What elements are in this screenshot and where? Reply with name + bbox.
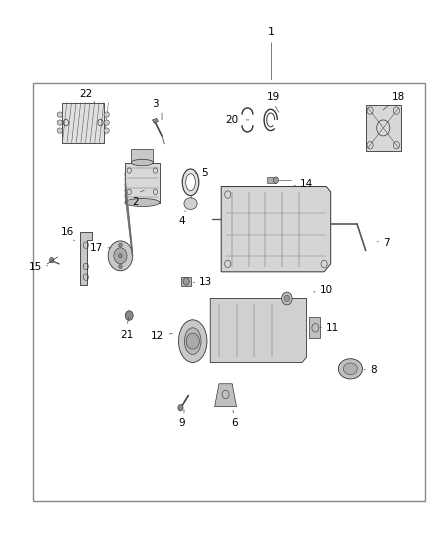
Polygon shape	[309, 317, 320, 338]
Circle shape	[49, 257, 54, 263]
Text: 14: 14	[300, 179, 313, 189]
Text: 9: 9	[178, 418, 185, 429]
Circle shape	[125, 311, 133, 320]
Circle shape	[108, 241, 133, 271]
Text: 20: 20	[226, 115, 239, 125]
Text: 2: 2	[132, 197, 139, 207]
Polygon shape	[152, 118, 159, 123]
Ellipse shape	[184, 328, 201, 354]
Ellipse shape	[131, 159, 153, 166]
Text: 5: 5	[201, 168, 208, 178]
Polygon shape	[267, 177, 276, 183]
Polygon shape	[63, 102, 104, 142]
Text: 13: 13	[199, 278, 212, 287]
Polygon shape	[215, 384, 237, 407]
Text: 10: 10	[320, 286, 333, 295]
Ellipse shape	[178, 320, 207, 362]
Circle shape	[273, 177, 279, 183]
Ellipse shape	[57, 120, 63, 125]
Text: 22: 22	[79, 88, 92, 99]
Polygon shape	[181, 277, 191, 286]
Ellipse shape	[104, 112, 109, 117]
Text: 16: 16	[61, 227, 74, 237]
Polygon shape	[210, 298, 307, 362]
Polygon shape	[125, 163, 160, 203]
Text: 6: 6	[231, 418, 238, 429]
Ellipse shape	[338, 359, 363, 379]
Ellipse shape	[57, 112, 63, 117]
Polygon shape	[80, 232, 92, 285]
Ellipse shape	[184, 198, 197, 209]
Circle shape	[114, 248, 127, 264]
Text: 15: 15	[28, 262, 42, 271]
Text: 17: 17	[90, 243, 103, 253]
Polygon shape	[221, 187, 331, 272]
Circle shape	[284, 295, 290, 302]
Ellipse shape	[57, 128, 63, 133]
Circle shape	[186, 333, 199, 349]
Ellipse shape	[182, 169, 199, 196]
Text: 4: 4	[178, 216, 185, 226]
Circle shape	[183, 278, 189, 285]
Ellipse shape	[125, 199, 160, 207]
Text: 7: 7	[383, 238, 390, 247]
Circle shape	[119, 264, 122, 269]
Ellipse shape	[104, 128, 109, 133]
Text: 11: 11	[326, 323, 339, 333]
Text: 8: 8	[370, 366, 377, 375]
Text: 12: 12	[151, 331, 164, 341]
Ellipse shape	[186, 174, 195, 191]
Text: 3: 3	[152, 99, 159, 109]
Circle shape	[282, 292, 292, 305]
Polygon shape	[366, 106, 401, 150]
Circle shape	[119, 243, 122, 247]
Circle shape	[119, 254, 122, 258]
Text: 19: 19	[267, 92, 280, 102]
Text: 21: 21	[120, 330, 134, 341]
Ellipse shape	[343, 363, 357, 375]
Text: 18: 18	[392, 92, 405, 102]
Ellipse shape	[104, 120, 109, 125]
Circle shape	[178, 405, 183, 411]
Polygon shape	[131, 149, 153, 163]
Bar	[33, 83, 425, 501]
Text: 1: 1	[268, 27, 275, 37]
